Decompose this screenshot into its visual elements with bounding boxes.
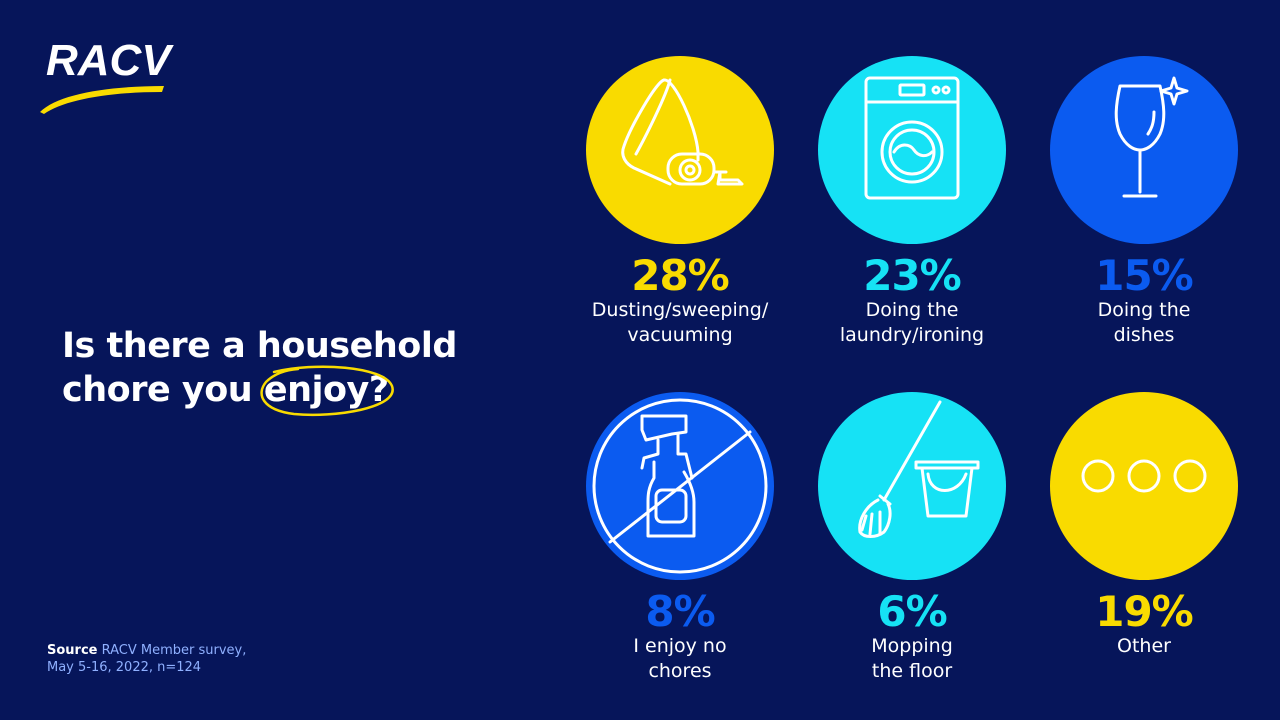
- other-circle: [1050, 392, 1238, 580]
- logo-text: RACV: [46, 36, 171, 85]
- chore-label-line-2: vacuuming: [627, 324, 733, 346]
- percent-value: 28%: [631, 251, 730, 300]
- no-spray-bottle-icon: [592, 398, 768, 574]
- chore-label-line-1: Other: [1117, 635, 1171, 657]
- logo-swoosh-icon: [40, 86, 164, 114]
- chore-label-line-1: Dusting/sweeping/: [591, 299, 769, 321]
- chore-item-other: 19% Other: [1024, 392, 1264, 659]
- source-text-2: May 5-16, 2022, n=124: [47, 660, 202, 675]
- vacuum-icon: [621, 78, 744, 186]
- percent-value: 15%: [1095, 251, 1194, 300]
- chore-label-line-2: chores: [648, 660, 712, 682]
- vacuum-circle: [586, 56, 774, 244]
- racv-logo: RACV: [38, 36, 178, 116]
- chore-label-line-2: dishes: [1113, 324, 1175, 346]
- chore-label-line-1: Mopping: [871, 635, 953, 657]
- circle-scribble-icon: [260, 365, 394, 417]
- chore-label-line-1: Doing the: [865, 299, 959, 321]
- source-label: Source: [47, 643, 98, 658]
- three-dots-icon: [1081, 459, 1207, 493]
- question-prefix: chore you: [62, 370, 264, 410]
- chore-label-line-2: laundry/ironing: [839, 324, 985, 346]
- source-text-1: RACV Member survey,: [101, 643, 247, 658]
- percent-value: 8%: [645, 587, 715, 636]
- percent-value: 19%: [1095, 587, 1194, 636]
- chore-item-dishes: 15% Doing the dishes: [1024, 56, 1264, 348]
- chore-item-laundry: 23% Doing the laundry/ironing: [792, 56, 1032, 348]
- mop-circle: [818, 392, 1006, 580]
- wine-glass-icon: [1114, 76, 1189, 198]
- chore-label-line-1: Doing the: [1097, 299, 1191, 321]
- enjoy-highlight: enjoy: [260, 365, 394, 417]
- chore-item-vacuuming: 28% Dusting/sweeping/ vacuuming: [560, 56, 800, 348]
- chore-item-mopping: 6% Mopping the floor: [792, 392, 1032, 684]
- question-line-1: Is there a household: [62, 326, 457, 366]
- chore-label-line-1: I enjoy no: [633, 635, 727, 657]
- enjoy-word: enjoy: [263, 370, 370, 410]
- washing-machine-icon: [864, 76, 960, 200]
- question-heading: Is there a household chore you enjoy?: [62, 324, 457, 417]
- source-note: Source RACV Member survey, May 5-16, 202…: [47, 642, 246, 676]
- question-line-2: chore you enjoy?: [62, 365, 457, 417]
- no-spray-circle: [586, 392, 774, 580]
- chore-label-line-2: the floor: [871, 660, 953, 682]
- mop-bucket-icon: [858, 400, 980, 538]
- chore-item-none: 8% I enjoy no chores: [560, 392, 800, 684]
- percent-value: 23%: [863, 251, 962, 300]
- wine-glass-circle: [1050, 56, 1238, 244]
- washing-machine-circle: [818, 56, 1006, 244]
- percent-value: 6%: [877, 587, 947, 636]
